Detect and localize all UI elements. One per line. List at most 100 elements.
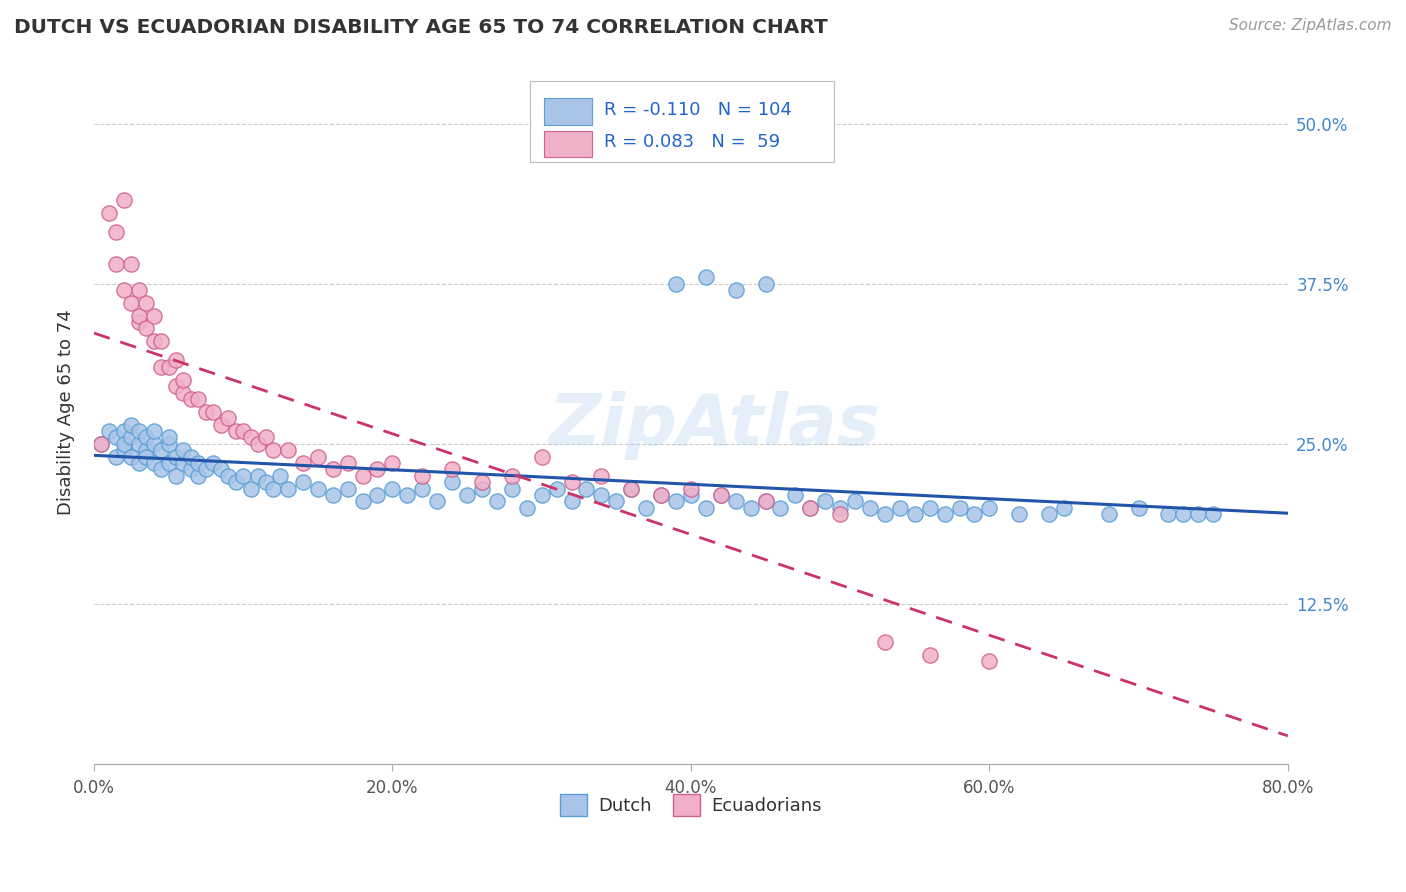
Point <box>97 424 120 438</box>
Point <box>172 373 194 387</box>
Point <box>194 462 217 476</box>
Point <box>754 494 776 508</box>
Point <box>135 296 157 310</box>
Point <box>128 436 150 450</box>
Point <box>128 456 150 470</box>
Point <box>105 257 128 271</box>
Point <box>112 283 135 297</box>
Point <box>172 385 194 400</box>
Point <box>754 494 776 508</box>
Point <box>112 424 135 438</box>
Point <box>411 482 433 496</box>
Point <box>724 494 747 508</box>
Point <box>456 488 478 502</box>
Text: ZipAtlas: ZipAtlas <box>548 392 880 460</box>
Point <box>202 405 225 419</box>
Point <box>172 456 194 470</box>
Point <box>142 436 165 450</box>
Point <box>239 430 262 444</box>
Point <box>194 405 217 419</box>
Point <box>187 392 209 406</box>
Point <box>142 309 165 323</box>
Point <box>710 488 733 502</box>
Point <box>187 456 209 470</box>
Point <box>247 436 270 450</box>
Point <box>105 226 128 240</box>
Point <box>120 296 142 310</box>
Point <box>650 488 672 502</box>
Point <box>979 500 1001 515</box>
Point <box>381 456 404 470</box>
Point <box>591 488 613 502</box>
Point <box>1128 500 1150 515</box>
Point <box>336 456 359 470</box>
Point <box>979 654 1001 668</box>
Point <box>873 507 896 521</box>
Point <box>426 494 449 508</box>
Point <box>411 468 433 483</box>
Text: R = 0.083   N =  59: R = 0.083 N = 59 <box>603 133 780 151</box>
Point <box>530 450 553 464</box>
Point <box>142 456 165 470</box>
Point <box>225 475 247 490</box>
Point <box>135 321 157 335</box>
Point <box>165 353 187 368</box>
Point <box>157 359 180 374</box>
Point <box>262 443 284 458</box>
Point <box>1053 500 1076 515</box>
FancyBboxPatch shape <box>530 81 834 161</box>
Point <box>180 462 202 476</box>
Point <box>209 462 232 476</box>
Point <box>799 500 821 515</box>
Point <box>291 475 314 490</box>
Point <box>873 635 896 649</box>
Point <box>269 468 291 483</box>
Point <box>322 462 344 476</box>
Point <box>575 482 598 496</box>
Point <box>904 507 927 521</box>
Point <box>441 475 464 490</box>
Legend: Dutch, Ecuadorians: Dutch, Ecuadorians <box>551 785 831 825</box>
Point <box>150 443 173 458</box>
Point <box>799 500 821 515</box>
Point <box>740 500 762 515</box>
Point <box>695 500 717 515</box>
Point <box>1008 507 1031 521</box>
Point <box>142 424 165 438</box>
Point <box>112 436 135 450</box>
Point <box>165 450 187 464</box>
Point <box>1187 507 1209 521</box>
Point <box>620 482 643 496</box>
Point <box>277 443 299 458</box>
Point <box>120 430 142 444</box>
Point <box>366 462 388 476</box>
Point <box>650 488 672 502</box>
Text: R = -0.110   N = 104: R = -0.110 N = 104 <box>603 101 792 119</box>
Point <box>396 488 419 502</box>
Point <box>105 450 128 464</box>
FancyBboxPatch shape <box>544 98 592 125</box>
Point <box>157 456 180 470</box>
Point <box>560 475 582 490</box>
Point <box>217 468 239 483</box>
Point <box>90 436 112 450</box>
Point <box>724 283 747 297</box>
Point <box>202 456 225 470</box>
Point <box>135 450 157 464</box>
Point <box>217 411 239 425</box>
Point <box>90 436 112 450</box>
Point <box>262 482 284 496</box>
Point <box>150 359 173 374</box>
Point <box>277 482 299 496</box>
Point <box>254 430 277 444</box>
Point <box>150 334 173 349</box>
Point <box>918 500 941 515</box>
FancyBboxPatch shape <box>544 131 592 158</box>
Point <box>620 482 643 496</box>
Point <box>679 488 702 502</box>
Point <box>471 475 494 490</box>
Point <box>112 443 135 458</box>
Point <box>889 500 911 515</box>
Point <box>157 430 180 444</box>
Point <box>142 334 165 349</box>
